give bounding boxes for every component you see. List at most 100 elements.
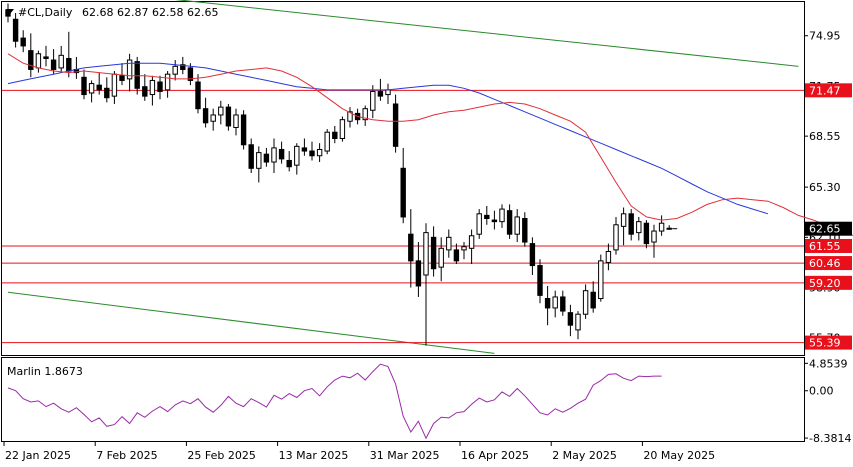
- candle-body: [111, 73, 118, 97]
- candle: [278, 141, 285, 164]
- candle-body: [225, 106, 232, 127]
- candle: [590, 281, 596, 313]
- indicator-tick-label: -8.3814: [809, 432, 851, 445]
- candle-body: [172, 65, 178, 75]
- candle-body: [240, 114, 247, 146]
- candle: [332, 125, 338, 144]
- candle-body: [499, 208, 505, 223]
- ohlc-readout: 62.68 62.87 62.58 62.65: [82, 6, 218, 19]
- candle-body: [438, 247, 444, 268]
- time-tick-label: 31 Mar 2025: [370, 449, 440, 462]
- candle-body: [446, 236, 452, 251]
- candle-body: [377, 90, 384, 97]
- candle: [605, 243, 612, 271]
- candle-body: [20, 37, 26, 47]
- candle-body: [643, 222, 650, 245]
- candle: [157, 75, 163, 100]
- current-price-label: 62.65: [809, 223, 841, 236]
- candle-body: [278, 148, 285, 160]
- candle-body: [35, 53, 42, 69]
- candle: [43, 45, 49, 67]
- candle: [651, 224, 657, 258]
- candle: [172, 60, 178, 81]
- candle-body: [316, 148, 323, 157]
- candle: [316, 143, 323, 163]
- candle-body: [339, 119, 346, 139]
- candle-body: [560, 296, 566, 312]
- candle: [529, 237, 536, 275]
- candle: [233, 108, 239, 136]
- candle-body: [43, 56, 49, 59]
- candle: [12, 12, 19, 48]
- candle-body: [218, 106, 224, 116]
- candle: [240, 110, 247, 150]
- support-resistance-levels: [2, 89, 804, 344]
- candle-body: [362, 108, 368, 121]
- candle-body: [598, 260, 604, 300]
- candle-body: [263, 153, 270, 163]
- candle: [324, 129, 330, 155]
- oscillator: [7, 363, 662, 440]
- channel-lines: [7, 0, 799, 354]
- candle: [506, 204, 513, 239]
- level-tag-label: 59.20: [809, 277, 841, 290]
- level-tag-label: 61.55: [809, 240, 841, 253]
- oscillator-line: [7, 363, 662, 440]
- candle: [446, 229, 452, 258]
- candle-body: [590, 291, 596, 309]
- candle: [560, 290, 566, 316]
- candle: [225, 103, 232, 131]
- candle: [430, 226, 437, 277]
- candle-body: [12, 18, 19, 42]
- candle-body: [81, 76, 87, 96]
- candle: [195, 74, 201, 114]
- candle-body: [164, 73, 171, 91]
- candle: [453, 243, 460, 265]
- candle-body: [415, 260, 422, 287]
- candle: [628, 209, 634, 241]
- candle-body: [453, 249, 460, 262]
- price-tick-label: 74.95: [809, 30, 841, 43]
- candle: [271, 138, 277, 174]
- indicator-axis: 4.8539 0.00 -8.3814: [804, 357, 851, 445]
- candle-body: [301, 147, 308, 152]
- candle: [126, 53, 133, 92]
- level-tag: [805, 335, 852, 350]
- candle-body: [544, 298, 551, 309]
- candle: [537, 259, 543, 304]
- current-price-tag: [805, 221, 852, 236]
- candle-body: [468, 235, 475, 249]
- candle-body: [286, 159, 292, 168]
- candle: [50, 49, 57, 75]
- candle: [598, 254, 604, 302]
- candle-body: [514, 216, 520, 235]
- candle-body: [309, 150, 315, 157]
- price-tick-label: 65.30: [809, 181, 841, 194]
- candle-body: [347, 111, 353, 122]
- candle: [370, 85, 376, 119]
- time-axis: 22 Jan 2025 7 Feb 2025 25 Feb 2025 13 Mar 2…: [3, 441, 715, 462]
- candle-body: [613, 224, 619, 251]
- price-tick-label: 68.55: [809, 130, 841, 143]
- candle-body: [506, 210, 513, 235]
- candle: [149, 75, 156, 106]
- candle: [544, 285, 551, 326]
- slow-moving-average: [7, 62, 769, 215]
- candle: [582, 284, 589, 319]
- candle-body: [370, 90, 376, 111]
- candle-body: [233, 114, 239, 129]
- candle: [210, 108, 216, 131]
- candle-body: [537, 265, 543, 296]
- candle: [187, 63, 194, 86]
- candle-body: [605, 250, 612, 263]
- candle-body: [271, 147, 277, 163]
- level-tag-label: 55.39: [809, 337, 841, 350]
- candle: [294, 143, 300, 175]
- candle: [5, 3, 11, 23]
- candle-body: [651, 230, 657, 243]
- candle-body: [658, 222, 665, 232]
- candle: [491, 210, 498, 230]
- candle-body: [104, 87, 110, 99]
- candle-body: [157, 81, 163, 92]
